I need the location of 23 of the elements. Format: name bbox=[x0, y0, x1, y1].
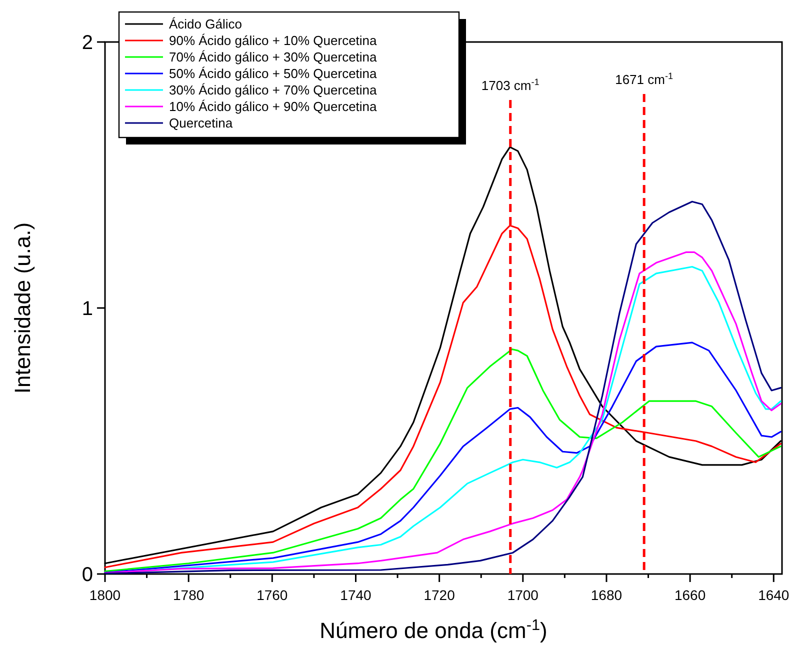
legend-label: 50% Ácido gálico + 50% Quercetina bbox=[169, 66, 378, 81]
x-tick-label: 1680 bbox=[590, 587, 622, 603]
legend-label: 90% Ácido gálico + 10% Quercetina bbox=[169, 33, 378, 48]
y-tick-label: 1 bbox=[82, 298, 93, 320]
x-tick-label: 1780 bbox=[173, 587, 204, 603]
x-tick-label: 1800 bbox=[89, 587, 121, 603]
legend-label: 70% Ácido gálico + 30% Quercetina bbox=[169, 50, 378, 64]
legend-label: Ácido Gálico bbox=[169, 16, 242, 32]
legend-label: 30% Ácido gálico + 70% Quercetina bbox=[169, 82, 378, 98]
ref-line-label: 1703 cm$^{-1}$ bbox=[481, 77, 540, 93]
x-tick-label: 1740 bbox=[340, 587, 372, 603]
legend-label: Quercetina bbox=[169, 116, 234, 130]
legend-label: 10% Ácido gálico + 90% Quercetina bbox=[169, 99, 378, 114]
x-axis-title: Número de onda (cm$^{-1}$) bbox=[320, 616, 548, 643]
x-tick-label: 1640 bbox=[758, 587, 790, 603]
y-tick-label: 2 bbox=[82, 32, 93, 54]
y-tick-label: 0 bbox=[82, 564, 93, 586]
x-tick-label: 1760 bbox=[256, 587, 288, 603]
x-tick-label: 1720 bbox=[424, 587, 456, 603]
y-axis-title: Intensidade (u.a.) bbox=[10, 222, 35, 394]
x-tick-label: 1700 bbox=[507, 587, 539, 603]
x-tick-label: 1660 bbox=[674, 587, 706, 603]
ref-line-label: 1671 cm$^{-1}$ bbox=[615, 71, 674, 87]
